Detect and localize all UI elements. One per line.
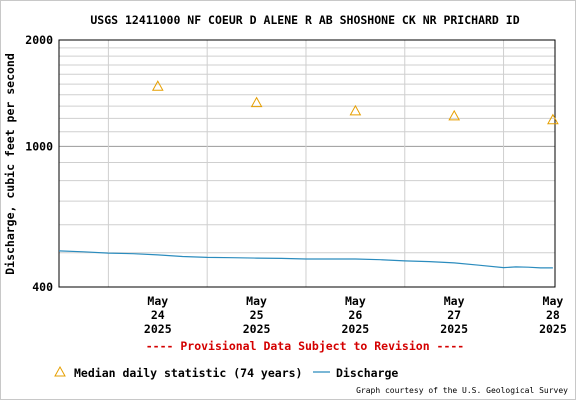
- y-axis-label: Discharge, cubic feet per second: [3, 53, 17, 275]
- legend: Median daily statistic (74 years) Discha…: [54, 365, 398, 380]
- x-tick-label: 24: [151, 308, 165, 322]
- median-marker: [151, 80, 164, 91]
- x-tick-label: 2025: [243, 322, 271, 336]
- median-marker: [250, 96, 263, 108]
- x-tick-label: May: [543, 294, 564, 308]
- x-tick-label: May: [147, 294, 168, 308]
- x-tick-label: 25: [250, 308, 264, 322]
- x-tick-label: 28: [546, 308, 560, 322]
- x-tick-label: 2025: [144, 322, 172, 336]
- legend-triangle-marker: [54, 365, 66, 377]
- median-marker: [547, 113, 559, 125]
- plot-area: [58, 39, 556, 288]
- grid-lines: [59, 39, 555, 288]
- series-layer: [58, 80, 559, 269]
- x-tick-label: 2025: [539, 322, 567, 336]
- y-tick-label: 2000: [25, 33, 53, 47]
- x-tick-label: May: [246, 294, 267, 308]
- y-axis-tick-labels: 2000 1000 400: [25, 33, 53, 294]
- chart-title: USGS 12411000 NF COEUR D ALENE R AB SHOS…: [90, 13, 519, 27]
- credit-text: Graph courtesy of the U.S. Geological Su…: [356, 386, 568, 395]
- x-tick-label: May: [444, 294, 465, 308]
- median-marker: [349, 104, 362, 116]
- x-tick-label: 2025: [342, 322, 370, 336]
- x-tick-label: May: [345, 294, 366, 308]
- x-tick-label: 27: [447, 308, 461, 322]
- discharge-line: [58, 250, 553, 269]
- median-marker: [448, 109, 461, 121]
- y-tick-label: 1000: [25, 139, 53, 153]
- x-axis-tick-labels: May242025May252025May262025May272025May2…: [144, 294, 567, 336]
- legend-label-discharge: Discharge: [336, 366, 398, 380]
- x-tick-label: 26: [348, 308, 362, 322]
- legend-label-median: Median daily statistic (74 years): [74, 366, 302, 380]
- x-tick-label: 2025: [440, 322, 468, 336]
- provisional-note: ---- Provisional Data Subject to Revisio…: [146, 339, 465, 353]
- y-tick-label: 400: [32, 280, 53, 294]
